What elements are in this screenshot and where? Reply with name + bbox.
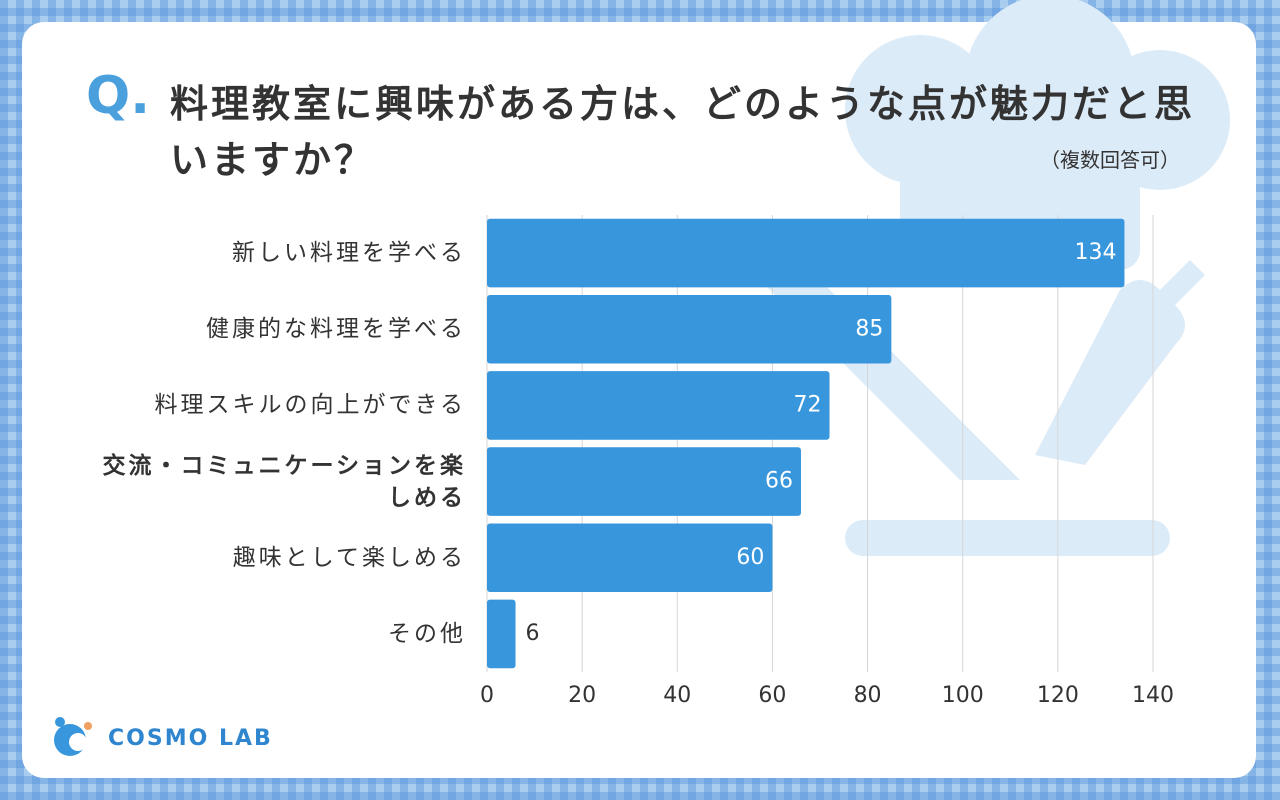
data-label: 72: [794, 392, 822, 417]
bar: [487, 218, 1125, 288]
bar: [487, 599, 516, 669]
category-label: 料理スキルの向上ができる: [154, 392, 466, 419]
bar: [487, 523, 773, 593]
data-label: 6: [526, 621, 540, 646]
x-tick-label: 80: [854, 683, 882, 708]
data-label: 60: [736, 545, 764, 570]
x-tick-label: 140: [1132, 683, 1174, 708]
x-tick-label: 60: [758, 683, 786, 708]
category-label: その他: [388, 620, 466, 647]
x-tick-label: 120: [1037, 683, 1079, 708]
category-label: 趣味として楽しめる: [232, 544, 466, 571]
x-tick-label: 100: [942, 683, 984, 708]
x-tick-label: 40: [663, 683, 691, 708]
data-label: 134: [1074, 240, 1116, 265]
bar: [487, 294, 892, 364]
category-label: 新しい料理を学べる: [232, 240, 466, 267]
logo-icon: [54, 717, 92, 756]
chart-title: 料理教室に興味がある方は、どのような点が魅力だと思いますか？: [170, 82, 1196, 182]
logo: COSMO LAB: [108, 726, 273, 751]
bar: [487, 371, 830, 440]
x-tick-label: 0: [480, 683, 494, 708]
x-tick-label: 20: [568, 683, 596, 708]
bar: [487, 447, 801, 516]
data-label: 85: [855, 316, 883, 341]
category-label: 健康的な料理を学べる: [206, 316, 466, 343]
question-marker: Q.: [86, 66, 150, 126]
chart-subtitle: （複数回答可）: [1040, 148, 1180, 172]
data-label: 66: [765, 469, 793, 494]
category-label: 交流・コミュニケーションを楽しめる: [102, 452, 466, 511]
